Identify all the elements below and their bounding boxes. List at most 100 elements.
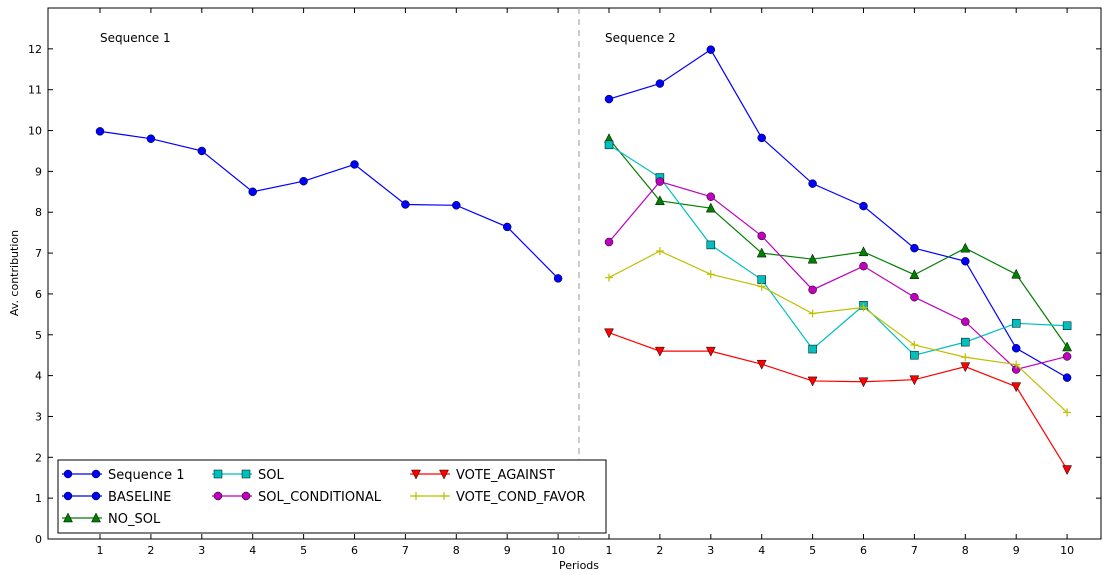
legend-marker — [63, 469, 73, 479]
y-tick-label: 5 — [35, 329, 42, 342]
sequence-2-label: Sequence 2 — [605, 31, 676, 45]
data-point-sol-conditional — [706, 192, 716, 201]
data-point-vote-cond-favor — [706, 270, 715, 279]
series-no-sol — [604, 133, 1073, 352]
data-point-baseline — [757, 133, 766, 143]
legend-label: VOTE_AGAINST — [456, 468, 555, 483]
x-tick-label: 10 — [551, 544, 565, 557]
y-tick-label: 4 — [35, 370, 42, 383]
data-point-sol — [706, 240, 716, 250]
y-tick-label: 8 — [35, 206, 42, 219]
data-point-sol-conditional — [808, 285, 817, 295]
y-tick-label: 1 — [35, 492, 42, 505]
data-point-baseline — [808, 179, 817, 188]
y-tick-label: 9 — [35, 165, 42, 178]
data-point-sol-conditional — [910, 292, 919, 302]
series-line-sequence-1 — [99, 130, 559, 279]
y-tick-label: 3 — [35, 410, 42, 423]
data-point-sequence-1 — [502, 222, 512, 232]
x-axis-label: Periods — [559, 559, 599, 572]
x-tick-label: 2 — [147, 544, 154, 557]
legend-marker — [440, 492, 448, 500]
data-point-sequence-1 — [146, 134, 156, 143]
legend-item-baseline: BASELINE — [62, 490, 171, 505]
y-axis-label: Av. contribution — [8, 230, 21, 316]
data-point-baseline — [604, 94, 614, 104]
data-point-baseline — [961, 256, 970, 266]
legend-marker — [412, 492, 420, 500]
data-point-sol — [1011, 319, 1021, 328]
series-baseline — [604, 45, 1072, 382]
legend-marker — [213, 469, 223, 479]
data-point-baseline — [910, 243, 919, 253]
data-point-vote-against — [960, 362, 971, 373]
legend-box — [57, 459, 607, 534]
data-point-baseline — [1011, 343, 1021, 353]
data-point-no-sol — [807, 253, 818, 264]
data-point-vote-against — [807, 376, 818, 387]
x-tick-label: 4 — [249, 544, 256, 557]
y-tick-label: 11 — [28, 84, 42, 97]
x-tick-label: 8 — [962, 544, 969, 557]
data-point-vote-cond-favor — [808, 309, 817, 318]
y-tick-label: 12 — [28, 43, 42, 56]
x-tick-label: 4 — [758, 544, 765, 557]
data-point-sol — [604, 140, 614, 150]
y-tick-label: 7 — [35, 247, 42, 260]
legend-label: VOTE_COND_FAVOR — [456, 490, 585, 505]
series-line-sol — [608, 144, 1068, 356]
data-point-vote-against — [756, 359, 767, 370]
data-point-sol — [1062, 321, 1072, 331]
x-tick-label: 3 — [707, 544, 714, 557]
data-point-vote-against — [604, 328, 614, 339]
x-tick-label: 7 — [911, 544, 918, 557]
legend-item-sol: SOL — [212, 468, 284, 483]
data-point-vote-cond-favor — [859, 303, 868, 312]
data-point-baseline — [1062, 373, 1072, 382]
data-point-vote-cond-favor — [605, 273, 613, 282]
legend-marker — [91, 469, 101, 479]
data-point-no-sol — [705, 202, 716, 213]
data-point-sol — [961, 337, 970, 347]
series-sol-conditional — [604, 177, 1072, 374]
data-point-sol — [757, 275, 766, 284]
data-point-sol — [910, 350, 919, 360]
data-point-baseline — [706, 45, 716, 54]
legend-label: NO_SOL — [108, 512, 161, 527]
legend-label: Sequence 1 — [108, 468, 185, 483]
data-point-sequence-1 — [401, 200, 410, 209]
data-point-baseline — [655, 79, 665, 88]
x-tick-label: 6 — [860, 544, 867, 557]
legend-item-vote-against: VOTE_AGAINST — [410, 468, 555, 483]
y-tick-label: 6 — [35, 288, 42, 301]
legend-marker — [91, 491, 101, 501]
data-point-sol-conditional — [757, 231, 766, 241]
data-point-no-sol — [960, 242, 971, 253]
legend-marker — [439, 469, 449, 480]
legend-item-sequence-1: Sequence 1 — [62, 468, 185, 483]
data-point-vote-against — [654, 346, 665, 357]
y-tick-label: 0 — [35, 533, 42, 546]
data-point-sol-conditional — [655, 177, 665, 186]
series-line-sol-conditional — [608, 180, 1068, 371]
legend-label: BASELINE — [108, 490, 171, 505]
data-point-vote-against — [909, 375, 920, 386]
series-line-vote-against — [608, 332, 1068, 470]
series-line-no-sol — [608, 138, 1068, 348]
series-line-vote-cond-favor — [608, 250, 1068, 413]
data-point-sequence-1 — [95, 127, 105, 136]
legend-item-vote-cond-favor: VOTE_COND_FAVOR — [410, 490, 585, 505]
x-tick-label: 2 — [656, 544, 663, 557]
data-point-no-sol — [909, 269, 920, 279]
data-point-vote-cond-favor — [655, 247, 664, 256]
legend-marker — [241, 491, 251, 501]
x-tick-label: 6 — [351, 544, 358, 557]
data-point-sol — [808, 344, 817, 354]
data-point-vote-cond-favor — [757, 282, 766, 291]
y-tick-label: 10 — [28, 125, 42, 138]
legend-marker — [241, 469, 251, 479]
data-point-vote-cond-favor — [1063, 408, 1072, 417]
x-tick-label: 10 — [1060, 544, 1074, 557]
legend-item-sol-conditional: SOL_CONDITIONAL — [212, 490, 382, 505]
